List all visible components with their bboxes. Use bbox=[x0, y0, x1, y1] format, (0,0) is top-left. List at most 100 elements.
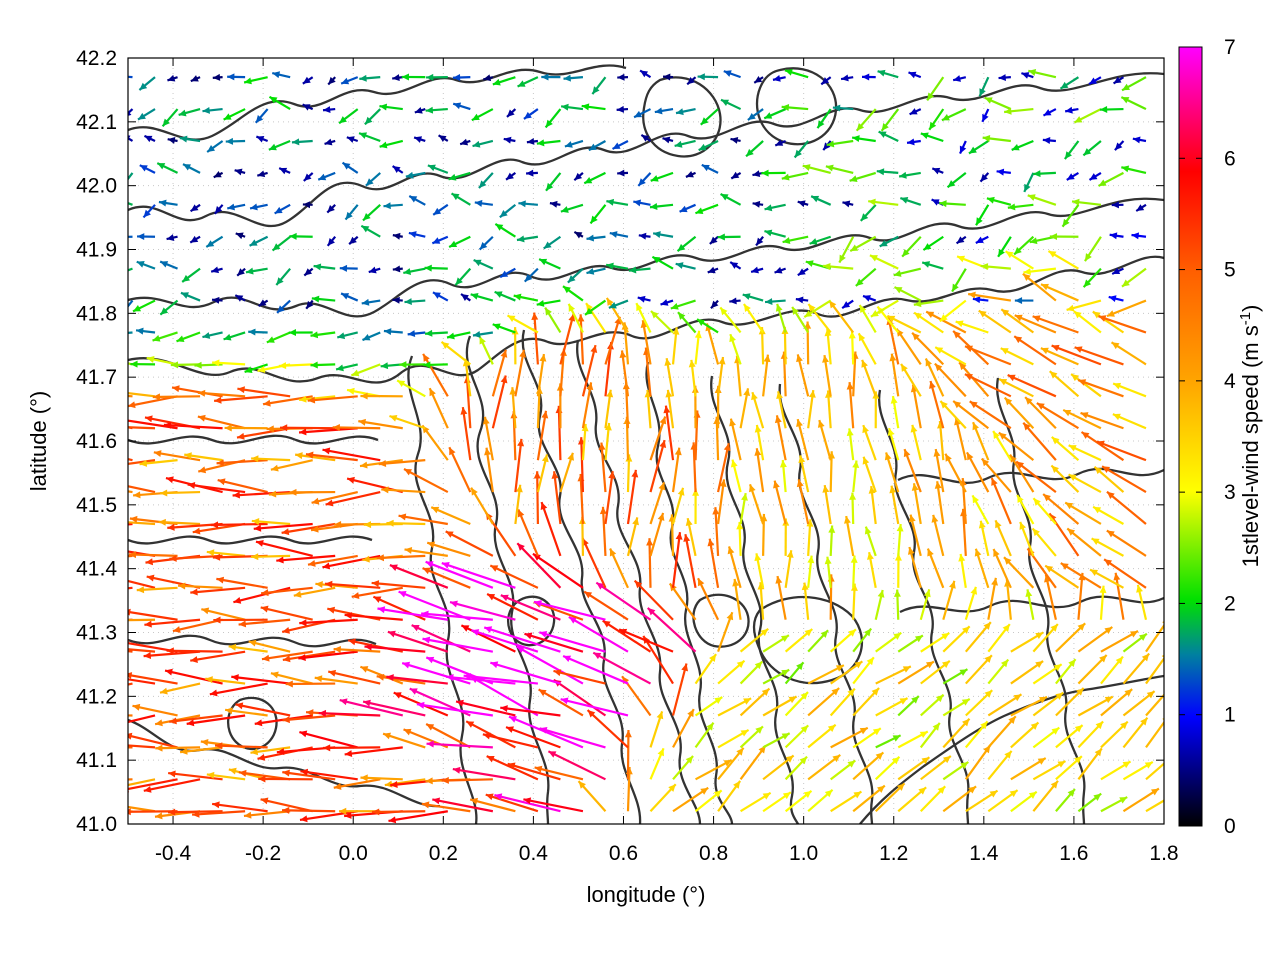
wind-arrow-head bbox=[206, 771, 215, 779]
wind-arrow bbox=[942, 718, 971, 749]
wind-arrow bbox=[128, 485, 156, 494]
wind-arrow bbox=[954, 417, 967, 461]
wind-arrow bbox=[169, 554, 223, 562]
wind-arrow-head bbox=[1099, 106, 1108, 113]
wind-arrow-head bbox=[471, 113, 480, 121]
wind-arrow-head bbox=[1092, 311, 1101, 319]
wind-arrow bbox=[825, 164, 854, 174]
wind-arrow bbox=[128, 135, 134, 142]
wind-arrow bbox=[679, 203, 696, 213]
wind-arrow-head bbox=[245, 267, 254, 275]
wind-arrow-head bbox=[1083, 279, 1092, 288]
wind-arrow-head bbox=[794, 149, 802, 158]
wind-arrow-head bbox=[128, 111, 132, 116]
wind-arrow-head bbox=[299, 815, 308, 823]
wind-arrow bbox=[210, 266, 223, 274]
wind-arrow-shaft bbox=[507, 762, 561, 781]
wind-arrow bbox=[425, 723, 471, 749]
wind-arrow bbox=[1055, 724, 1084, 749]
wind-arrow bbox=[775, 575, 787, 620]
wind-arrow-head bbox=[364, 116, 373, 125]
wind-arrow bbox=[994, 519, 1012, 557]
wind-arrow bbox=[214, 742, 268, 750]
wind-arrow bbox=[1032, 497, 1057, 525]
wind-arrow-shaft bbox=[128, 392, 156, 398]
wind-arrow bbox=[890, 395, 900, 429]
wind-arrow bbox=[830, 726, 869, 749]
wind-arrow-shaft bbox=[425, 723, 471, 749]
wind-arrow bbox=[1121, 76, 1147, 92]
wind-arrow-head bbox=[1093, 506, 1102, 514]
wind-arrow bbox=[577, 780, 607, 812]
wind-arrow-head bbox=[215, 742, 223, 750]
wind-arrow bbox=[588, 140, 606, 152]
wind-arrow bbox=[875, 697, 909, 717]
wind-arrow-head bbox=[637, 295, 646, 303]
wind-arrow bbox=[675, 107, 696, 116]
wind-arrow bbox=[428, 387, 449, 429]
wind-arrow-head bbox=[160, 307, 169, 315]
wind-arrow bbox=[939, 299, 967, 323]
wind-arrow bbox=[762, 695, 798, 717]
wind-arrow-shaft bbox=[1145, 762, 1164, 781]
wind-arrow bbox=[422, 353, 449, 397]
wind-arrow-head bbox=[1004, 107, 1012, 115]
wind-arrow bbox=[609, 548, 629, 589]
wind-arrow-head bbox=[276, 277, 284, 285]
wind-arrow bbox=[709, 235, 719, 245]
wind-arrow-head bbox=[302, 76, 311, 84]
wind-arrow-head bbox=[172, 626, 181, 633]
wind-arrow-head bbox=[392, 265, 401, 273]
wind-arrow-head bbox=[709, 236, 718, 244]
wind-arrow bbox=[359, 74, 381, 82]
wind-arrow-head bbox=[1065, 106, 1073, 114]
wind-arrow bbox=[1033, 170, 1056, 178]
wind-arrow bbox=[840, 74, 854, 82]
wind-arrow-head bbox=[1040, 283, 1049, 291]
wind-arrow-head bbox=[835, 665, 844, 672]
wind-arrow-shaft bbox=[314, 676, 358, 685]
wind-arrow bbox=[992, 548, 1012, 589]
wind-arrow-shaft bbox=[557, 405, 562, 461]
wind-arrow-shaft bbox=[934, 448, 945, 493]
wind-arrow-head bbox=[517, 509, 525, 518]
wind-arrow bbox=[426, 73, 448, 81]
wind-arrow-head bbox=[847, 760, 856, 768]
wind-arrow bbox=[898, 171, 921, 179]
wind-arrow-head bbox=[212, 359, 220, 367]
wind-arrow-head bbox=[1053, 664, 1062, 672]
wind-arrow bbox=[472, 330, 494, 338]
wind-arrow bbox=[128, 521, 156, 526]
wind-arrow-head bbox=[182, 164, 191, 171]
wind-arrow bbox=[1136, 584, 1148, 620]
wind-arrow-head bbox=[774, 266, 783, 274]
colorbar-tick-label: 6 bbox=[1224, 147, 1236, 170]
wind-arrow bbox=[144, 618, 201, 628]
wind-arrow-head bbox=[523, 797, 532, 805]
wind-arrow bbox=[372, 595, 426, 621]
contour-line bbox=[642, 76, 722, 158]
wind-arrow bbox=[919, 722, 941, 749]
wind-arrow-head bbox=[136, 327, 144, 335]
wind-arrow bbox=[333, 778, 381, 790]
wind-arrow bbox=[1010, 660, 1044, 685]
wind-arrow-head bbox=[1112, 413, 1121, 421]
wind-arrow-head bbox=[1033, 170, 1041, 178]
wind-arrow bbox=[448, 446, 472, 493]
wind-arrow-shaft bbox=[1103, 558, 1147, 589]
wind-arrow-head bbox=[891, 756, 900, 765]
wind-arrow-head bbox=[276, 556, 284, 564]
wind-arrow-head bbox=[169, 717, 177, 725]
wind-arrow bbox=[379, 103, 403, 111]
wind-arrow bbox=[1059, 76, 1080, 90]
wind-arrow-shaft bbox=[446, 675, 516, 685]
wind-arrow bbox=[339, 698, 404, 717]
wind-arrow bbox=[619, 350, 630, 397]
wind-arrow-shaft bbox=[1022, 421, 1057, 461]
wind-arrow-head bbox=[380, 362, 389, 370]
wind-arrow-shaft bbox=[324, 582, 381, 589]
wind-arrow bbox=[862, 294, 877, 302]
wind-arrow-head bbox=[1033, 498, 1041, 506]
wind-arrow-head bbox=[1106, 310, 1115, 317]
wind-arrow-head bbox=[211, 266, 220, 274]
